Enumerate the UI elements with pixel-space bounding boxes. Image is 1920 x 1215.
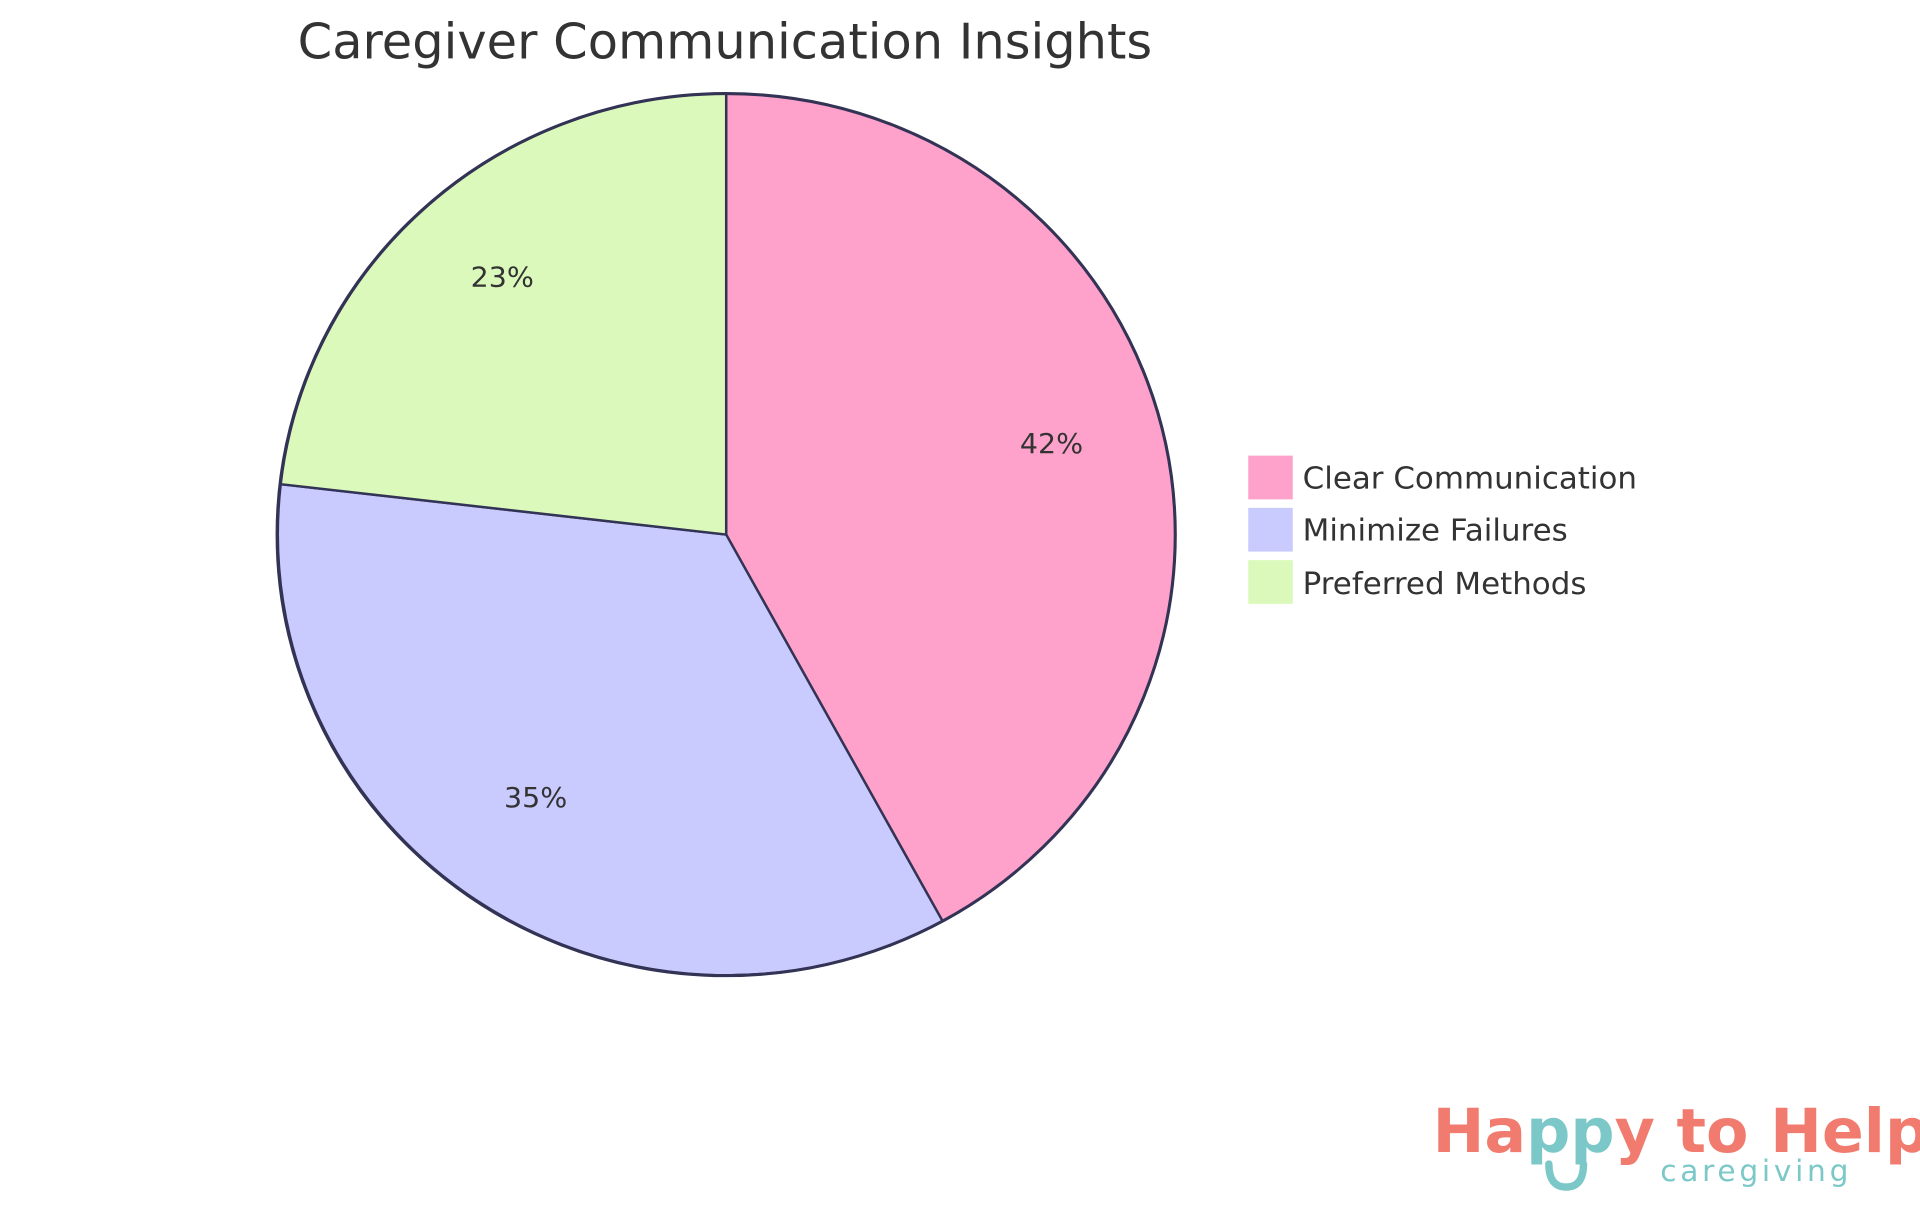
slice-label-clear-communication: 42% — [1020, 427, 1083, 460]
chart-title: Caregiver Communication Insights — [298, 13, 1153, 70]
slice-preferred-methods[interactable] — [279, 92, 728, 536]
logo-wordmark: Happy to Help — [1433, 1096, 1920, 1166]
legend-item-minimize-failures[interactable]: Minimize Failures — [1248, 507, 1568, 552]
legend-label: Minimize Failures — [1303, 514, 1568, 549]
legend-item-preferred-methods[interactable]: Preferred Methods — [1248, 560, 1586, 604]
legend-item-clear-communication[interactable]: Clear Communication — [1248, 455, 1637, 500]
logo-subtitle: caregiving — [1660, 1154, 1852, 1188]
pie-outline — [275, 92, 1177, 978]
legend-swatch — [1248, 560, 1293, 604]
legend-label: Preferred Methods — [1303, 567, 1587, 602]
legend-swatch — [1248, 455, 1293, 500]
slice-label-preferred-methods: 23% — [471, 261, 534, 294]
legend: Clear Communication Minimize Failures Pr… — [1248, 455, 1637, 604]
slice-label-minimize-failures: 35% — [504, 781, 567, 814]
pie: 42% 35% 23% — [275, 92, 1177, 978]
company-logo: Happy to Help caregiving — [1433, 1096, 1920, 1191]
smile-icon — [1545, 1160, 1588, 1191]
legend-label: Clear Communication — [1303, 462, 1637, 497]
legend-swatch — [1248, 507, 1293, 552]
